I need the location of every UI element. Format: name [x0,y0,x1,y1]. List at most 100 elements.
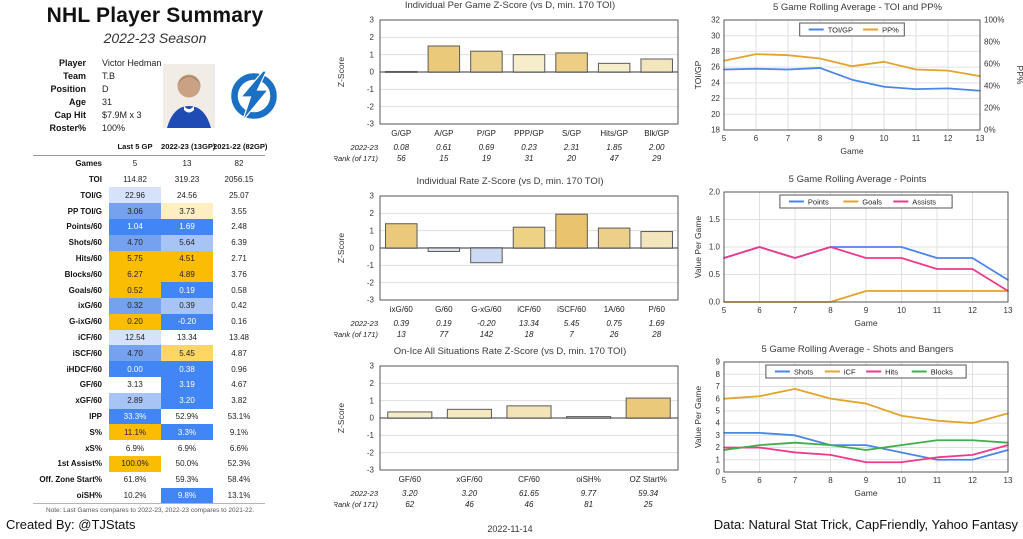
svg-text:PP%: PP% [1015,66,1023,85]
svg-text:1.85: 1.85 [606,143,622,152]
svg-text:oiSH%: oiSH% [576,475,600,484]
legend-label: PP% [882,25,899,34]
player-stats-table: Last 5 GP 2022-23 (13GP) 2021-22 (82GP) Gam… [33,139,267,505]
stat-cell: 13.1% [213,487,265,504]
svg-text:PPP/GP: PPP/GP [514,129,544,138]
bar-G/GP [385,70,418,73]
stat-cell: 114.82 [109,171,161,188]
svg-text:10: 10 [897,476,906,485]
series-pp- [723,53,981,77]
svg-text:6: 6 [757,306,762,315]
player-info-label: Roster% [49,122,86,133]
page-title: NHL Player Summary [46,4,264,27]
svg-text:G/GP: G/GP [391,129,411,138]
svg-text:Blk/GP: Blk/GP [644,129,669,138]
team-logo-lightning-icon [227,70,281,122]
svg-text:12: 12 [968,306,977,315]
player-photo [163,64,215,128]
svg-text:Value Per Game: Value Per Game [693,216,703,278]
bar-P/60 [640,231,673,249]
svg-text:77: 77 [439,330,448,339]
svg-text:P/GP: P/GP [477,129,496,138]
svg-text:0: 0 [370,244,375,253]
svg-text:7: 7 [569,330,574,339]
bar-G/60 [427,247,461,252]
stat-row-label: Hits/60 [75,253,102,263]
stat-cell: 6.27 [109,266,161,283]
stat-cell: 3.76 [213,266,265,283]
report-date: 2022-11-14 [487,524,533,534]
svg-text:4: 4 [716,419,721,428]
svg-text:11: 11 [912,134,921,143]
chart-shots-bangers: 5 Game Rolling Average - Shots and Bange… [692,344,1023,502]
player-info-label: Cap Hit [54,109,87,120]
svg-text:2022-23: 2022-23 [349,489,378,498]
bar-oiSH% [566,416,612,419]
stat-cell: 52.9% [161,408,213,425]
svg-text:3: 3 [370,192,375,201]
legend-label: iCF [844,367,856,376]
stat-cell: 2056.15 [213,171,265,188]
svg-text:24: 24 [711,78,720,87]
svg-text:8: 8 [818,134,823,143]
stat-cell: 2.48 [213,218,265,235]
lightning-bolt-icon [231,70,277,122]
svg-text:Game: Game [840,146,863,156]
stat-cell: 9.8% [161,487,213,504]
svg-text:10: 10 [880,134,889,143]
legend-label: Blocks [931,367,953,376]
svg-text:0.19: 0.19 [436,319,452,328]
stat-row-label: oiSH% [76,490,102,500]
player-info-row: Cap Hit $7.9M x 3 [28,108,161,121]
svg-text:56: 56 [397,154,406,163]
svg-text:G/60: G/60 [435,305,453,314]
svg-text:-3: -3 [367,466,375,475]
svg-text:P/60: P/60 [648,305,665,314]
svg-text:18: 18 [525,330,534,339]
stat-row-label: xS% [85,443,102,453]
stat-row-off-zone-start-: Off. Zone Start% 61.8% 59.3% 58.4% [33,471,265,488]
svg-text:iCF/60: iCF/60 [517,305,541,314]
svg-text:22: 22 [711,94,720,103]
stat-row-blocks-60: Blocks/60 6.27 4.89 3.76 [33,266,265,283]
stat-cell: 0.42 [213,297,265,314]
chart-points: 5 Game Rolling Average - Points 0.0 0.5 1.0… [692,174,1023,332]
stat-cell: 3.55 [213,203,265,219]
stat-row-label: Blocks/60 [64,269,102,279]
stat-cell: 5.64 [161,234,213,251]
svg-text:1.0: 1.0 [709,243,721,252]
svg-text:1: 1 [716,455,721,464]
stat-row-label: Points/60 [66,222,102,232]
stat-cell: 4.89 [161,266,213,283]
svg-text:11: 11 [933,476,942,485]
player-info-label: Team [63,70,86,81]
chart-title: Individual Rate Z-Score (vs D, min. 170 … [416,176,604,187]
bar-A/GP [427,45,461,73]
svg-text:xGF/60: xGF/60 [456,475,483,484]
svg-text:12: 12 [968,476,977,485]
svg-text:iSCF/60: iSCF/60 [557,305,586,314]
stat-cell: 0.32 [109,297,161,314]
svg-text:15: 15 [439,154,448,163]
svg-text:2022-23: 2022-23 [349,143,378,152]
stat-cell: 1.04 [109,218,161,235]
series-assists [723,246,1009,292]
svg-text:Game: Game [854,318,877,328]
stat-row-label: Shots/60 [68,238,102,248]
svg-text:G-xG/60: G-xG/60 [471,305,502,314]
table-note: Note: Last Games compares to 2022-23, 20… [45,507,255,514]
stat-row-label: G-ixG/60 [69,317,102,327]
stat-cell: 3.82 [213,392,265,409]
svg-text:32: 32 [711,16,720,25]
player-info-value: T.B [102,70,116,81]
stat-cell: 3.06 [109,203,161,219]
stat-row-1st-assist-: 1st Assist% 100.0% 50.0% 52.3% [33,455,265,472]
chart-toi-pp-plot: 18 20 22 24 26 28 30 32 0% 20% 40% 60% 80% 100% 5 6 7 8 9 1… [693,16,1023,156]
legend-label: Points [808,197,829,206]
stat-cell: 58.4% [213,471,265,488]
stat-row-label: TOI/G [80,190,102,200]
stat-row-goals-60: Goals/60 0.52 0.19 0.58 [33,282,265,298]
stat-row-label: 1st Assist% [57,459,102,469]
legend-box [779,194,953,209]
legend-label: Hits [885,367,898,376]
